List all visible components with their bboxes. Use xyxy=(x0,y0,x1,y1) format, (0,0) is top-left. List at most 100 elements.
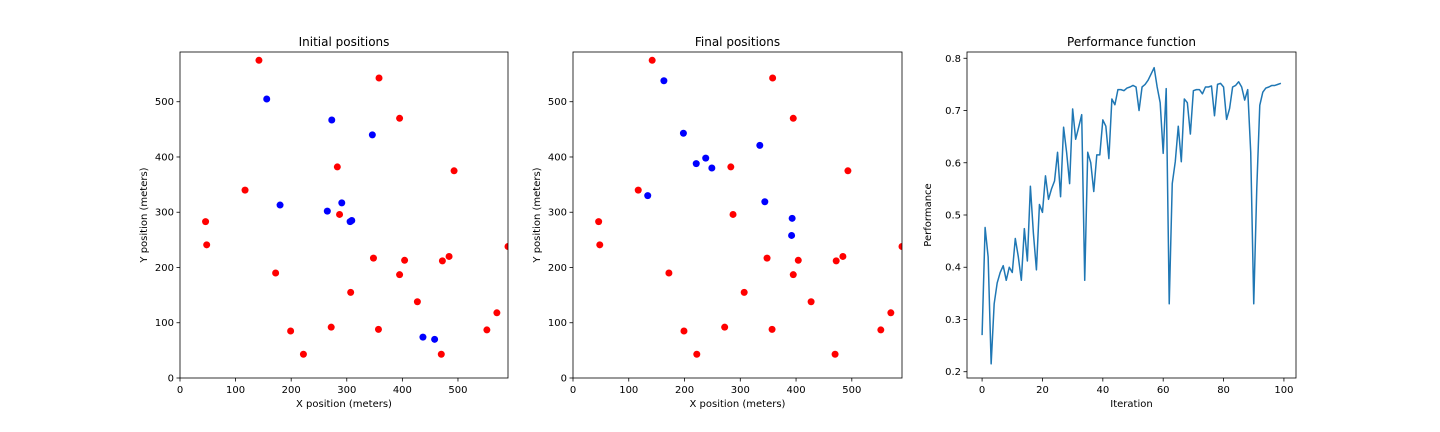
scatter-point xyxy=(839,252,847,260)
x-tick-label: 200 xyxy=(282,385,301,396)
scatter-point xyxy=(660,77,668,85)
scatter-point xyxy=(692,160,700,168)
scatter-point xyxy=(680,327,688,335)
x-axis-label: X position (meters) xyxy=(690,399,786,410)
scatter-point xyxy=(369,254,377,262)
scatter-point xyxy=(299,350,307,358)
scatter-point xyxy=(644,192,652,200)
scatter-point xyxy=(634,186,642,194)
y-tick-label: 0.3 xyxy=(945,315,961,326)
scatter-point xyxy=(763,254,771,262)
scatter-point xyxy=(419,333,427,341)
scatter-point xyxy=(648,56,656,64)
chart-panel-3: Performance function 0 20 40 60 80 100 0.2 0.3 0.… xyxy=(923,35,1297,410)
scatter-point xyxy=(721,323,729,331)
scatter-point xyxy=(396,271,404,279)
scatter-point xyxy=(788,231,796,239)
scatter-point xyxy=(740,288,748,296)
scatter-point xyxy=(679,129,687,137)
y-tick-label: 0.5 xyxy=(945,211,961,222)
scatter-point xyxy=(202,218,210,226)
scatter-point xyxy=(375,74,383,82)
x-tick-label: 100 xyxy=(1274,385,1293,396)
scatter-point xyxy=(877,326,885,334)
scatter-point xyxy=(287,327,295,335)
chart-title: Initial positions xyxy=(299,35,390,49)
scatter-point xyxy=(788,214,796,222)
scatter-point xyxy=(438,257,446,265)
y-tick-label: 400 xyxy=(548,152,567,163)
y-tick-label: 100 xyxy=(155,318,174,329)
x-tick-label: 500 xyxy=(842,385,861,396)
x-tick-label: 400 xyxy=(393,385,412,396)
scatter-point xyxy=(401,256,409,264)
y-tick-label: 0.7 xyxy=(945,106,961,117)
x-tick-label: 20 xyxy=(1036,385,1049,396)
scatter-point xyxy=(431,335,439,343)
y-tick-label: 300 xyxy=(155,208,174,219)
y-tick-label: 200 xyxy=(548,263,567,274)
scatter-point xyxy=(702,154,710,162)
x-axis-label: X position (meters) xyxy=(296,399,392,410)
y-tick-label: 0.4 xyxy=(945,263,961,274)
scatter-point xyxy=(374,325,382,333)
x-tick-label: 300 xyxy=(337,385,356,396)
scatter-point xyxy=(203,241,211,249)
y-tick-label: 0 xyxy=(168,374,174,385)
x-tick-label: 80 xyxy=(1217,385,1230,396)
scatter-point xyxy=(761,198,769,206)
scatter-point xyxy=(483,326,491,334)
scatter-point xyxy=(789,271,797,279)
axes-frame xyxy=(572,51,903,379)
scatter-point xyxy=(789,114,797,122)
x-tick-label: 0 xyxy=(177,385,183,396)
scatter-point xyxy=(336,210,344,218)
scatter-point xyxy=(832,257,840,265)
x-tick-label: 100 xyxy=(619,385,638,396)
scatter-point xyxy=(595,218,603,226)
scatter-point xyxy=(413,298,421,306)
scatter-point xyxy=(708,164,716,172)
scatter-point xyxy=(844,167,852,175)
x-tick-label: 0 xyxy=(570,385,576,396)
y-tick-label: 0.8 xyxy=(945,54,961,65)
x-tick-label: 400 xyxy=(787,385,806,396)
scatter-point xyxy=(807,298,815,306)
x-tick-label: 500 xyxy=(448,385,467,396)
scatter-point xyxy=(445,252,453,260)
scatter-point xyxy=(333,163,341,171)
scatter-point xyxy=(665,269,673,277)
scatter-point xyxy=(596,241,604,249)
scatter-point xyxy=(396,114,404,122)
y-tick-label: 300 xyxy=(548,208,567,219)
x-tick-label: 0 xyxy=(979,385,985,396)
scatter-point xyxy=(328,116,336,124)
y-tick-label: 500 xyxy=(155,97,174,108)
axes-frame xyxy=(966,51,1297,379)
plot-area xyxy=(981,66,1282,365)
axes-frame xyxy=(179,51,509,379)
scatter-point xyxy=(276,201,284,209)
y-tick-label: 200 xyxy=(155,263,174,274)
scatter-point xyxy=(327,323,335,331)
y-tick-label: 0 xyxy=(561,374,567,385)
scatter-point xyxy=(831,350,839,358)
scatter-point xyxy=(756,141,764,149)
scatter-point xyxy=(794,256,802,264)
scatter-point xyxy=(493,309,501,317)
x-axis-label: Iteration xyxy=(1110,399,1152,410)
y-tick-label: 400 xyxy=(155,152,174,163)
scatter-point xyxy=(437,350,445,358)
scatter-point xyxy=(368,131,376,139)
scatter-point xyxy=(272,269,280,277)
scatter-point xyxy=(504,242,508,250)
scatter-point xyxy=(347,288,355,296)
y-axis-label: Y position (meters) xyxy=(532,167,543,263)
y-tick-label: 500 xyxy=(548,97,567,108)
plot-area xyxy=(202,56,508,358)
scatter-point xyxy=(263,95,271,103)
scatter-point xyxy=(693,350,701,358)
plot-area xyxy=(595,56,902,358)
y-tick-label: 0.2 xyxy=(945,367,961,378)
scatter-point xyxy=(727,163,735,171)
